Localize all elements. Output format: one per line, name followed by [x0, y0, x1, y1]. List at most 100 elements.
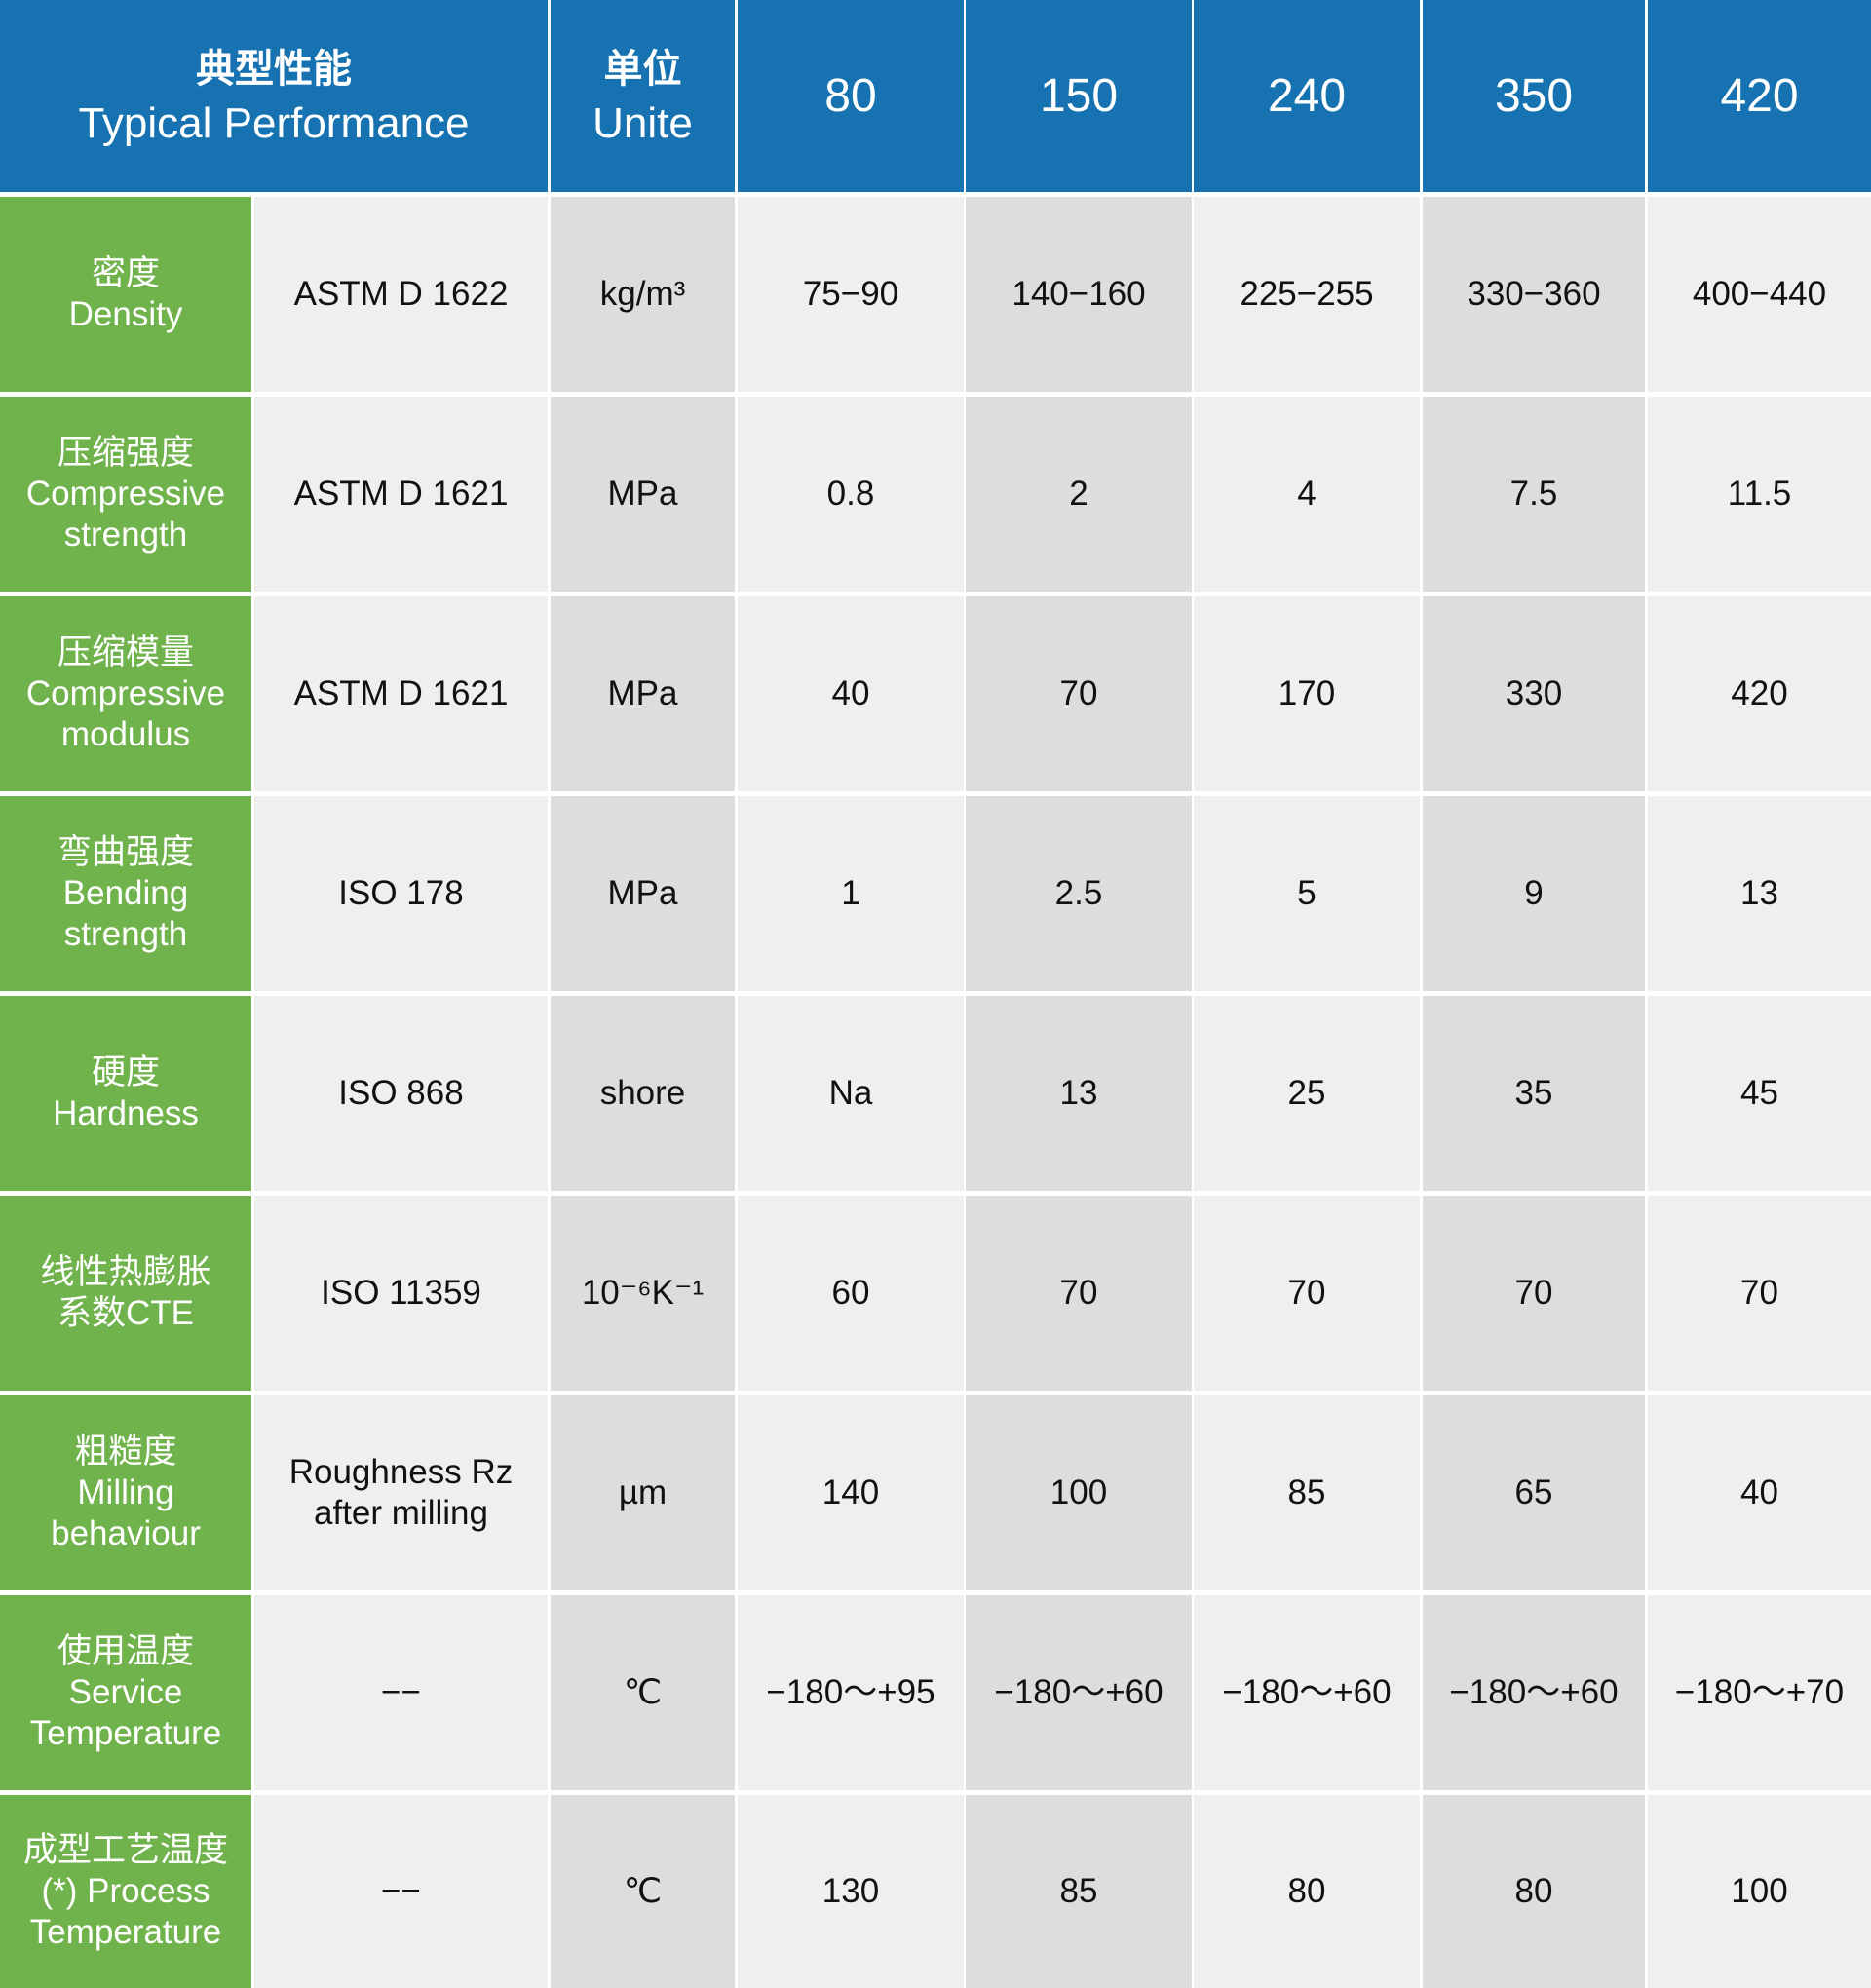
value-text: −180〜+60	[1449, 1673, 1619, 1711]
header-title-en: Typical Performance	[78, 98, 470, 147]
row-label-line: 成型工艺温度	[22, 1831, 228, 1869]
row-label: 成型工艺温度 (*) Process Temperature	[0, 1795, 251, 1988]
unit-text: shore	[599, 1074, 686, 1112]
test-method: Roughness Rz after milling	[254, 1395, 548, 1590]
value-text: 130	[821, 1872, 880, 1910]
value-cell: 25	[1194, 996, 1420, 1191]
row-label-line: Bending	[62, 874, 189, 912]
value-cell: 70	[966, 1196, 1192, 1391]
value-text: 1	[841, 874, 860, 912]
value-text: −180〜+60	[994, 1673, 1164, 1711]
unit: MPa	[551, 796, 735, 991]
test-method-text: −−	[381, 1872, 421, 1910]
value-text: 75−90	[802, 275, 899, 313]
test-method: ASTM D 1621	[254, 397, 548, 592]
value-cell: 70	[1648, 1196, 1871, 1391]
value-text: −180〜+95	[766, 1673, 936, 1711]
value-text: 11.5	[1727, 475, 1792, 513]
grade-label: 420	[1720, 70, 1799, 122]
value-text: 70	[1514, 1274, 1553, 1312]
value-text: 330	[1505, 674, 1563, 712]
value-cell: 45	[1648, 996, 1871, 1191]
value-cell: 4	[1194, 397, 1420, 592]
value-cell: 100	[1648, 1795, 1871, 1988]
value-text: 420	[1731, 674, 1788, 712]
value-cell: 80	[1423, 1795, 1645, 1988]
test-method: ISO 178	[254, 796, 548, 991]
row-label-line: Temperature	[29, 1913, 222, 1951]
row-label: 线性热膨胀 系数CTE	[0, 1196, 251, 1391]
value-text: 13	[1740, 874, 1778, 912]
value-text: 35	[1514, 1074, 1553, 1112]
value-text: 45	[1740, 1074, 1778, 1112]
row-label-line: Hardness	[53, 1094, 199, 1132]
test-method: ASTM D 1621	[254, 596, 548, 791]
value-text: 7.5	[1509, 475, 1558, 513]
grade-label: 80	[824, 70, 877, 122]
value-text: 4	[1297, 475, 1317, 513]
value-text: 40	[1740, 1473, 1778, 1511]
unit: MPa	[551, 397, 735, 592]
value-cell: 0.8	[738, 397, 964, 592]
header-grade-350: 350	[1423, 0, 1645, 192]
header-grade-420: 420	[1648, 0, 1871, 192]
value-cell: 80	[1194, 1795, 1420, 1988]
value-text: 60	[831, 1274, 870, 1312]
header-grade-80: 80	[738, 0, 964, 192]
row-label-line: strength	[63, 915, 188, 953]
unit: µm	[551, 1395, 735, 1590]
value-cell: 11.5	[1648, 397, 1871, 592]
test-method-text: ASTM D 1621	[293, 475, 509, 513]
row-label: 硬度 Hardness	[0, 996, 251, 1191]
value-cell: −180〜+70	[1648, 1595, 1871, 1790]
value-cell: 35	[1423, 996, 1645, 1191]
header-grade-150: 150	[966, 0, 1192, 192]
test-method: ASTM D 1622	[254, 197, 548, 392]
value-cell: 7.5	[1423, 397, 1645, 592]
row-label-line: Compressive	[25, 674, 226, 712]
value-cell: 400−440	[1648, 197, 1871, 392]
value-text: 70	[1740, 1274, 1778, 1312]
value-text: 100	[1731, 1872, 1788, 1910]
value-text: 80	[1514, 1872, 1553, 1910]
value-cell: 140	[738, 1395, 964, 1590]
header-title-zh: 典型性能	[196, 47, 352, 91]
unit: MPa	[551, 596, 735, 791]
value-cell: −180〜+60	[966, 1595, 1192, 1790]
value-text: 225−255	[1240, 275, 1374, 313]
value-cell: 13	[1648, 796, 1871, 991]
unit: 10⁻⁶K⁻¹	[551, 1196, 735, 1391]
value-text: 85	[1287, 1473, 1326, 1511]
value-text: 100	[1050, 1473, 1108, 1511]
unit-text: ℃	[623, 1872, 663, 1910]
unit: shore	[551, 996, 735, 1191]
value-text: 80	[1287, 1872, 1326, 1910]
header-unit-en: Unite	[592, 98, 693, 147]
row-label: 密度 Density	[0, 197, 251, 392]
value-cell: 225−255	[1194, 197, 1420, 392]
grade-label: 240	[1267, 70, 1347, 122]
value-cell: 85	[966, 1795, 1192, 1988]
row-label-line: Milling	[77, 1473, 174, 1511]
value-cell: 70	[966, 596, 1192, 791]
test-method: ISO 868	[254, 996, 548, 1191]
row-label-line: 线性热膨胀	[40, 1253, 211, 1291]
value-text: −180〜+60	[1222, 1673, 1392, 1711]
row-label-line: Temperature	[29, 1714, 222, 1752]
header-unit: 单位 Unite	[551, 0, 735, 192]
value-cell: 100	[966, 1395, 1192, 1590]
value-text: 170	[1278, 674, 1336, 712]
value-text: 85	[1059, 1872, 1098, 1910]
unit: ℃	[551, 1595, 735, 1790]
value-cell: 70	[1423, 1196, 1645, 1391]
header-grade-240: 240	[1194, 0, 1420, 192]
value-text: 70	[1059, 674, 1098, 712]
value-cell: 40	[738, 596, 964, 791]
value-cell: 70	[1194, 1196, 1420, 1391]
value-cell: 1	[738, 796, 964, 991]
unit: ℃	[551, 1795, 735, 1988]
value-cell: 40	[1648, 1395, 1871, 1590]
row-label-line: modulus	[60, 715, 191, 753]
value-text: 70	[1059, 1274, 1098, 1312]
value-text: 70	[1287, 1274, 1326, 1312]
